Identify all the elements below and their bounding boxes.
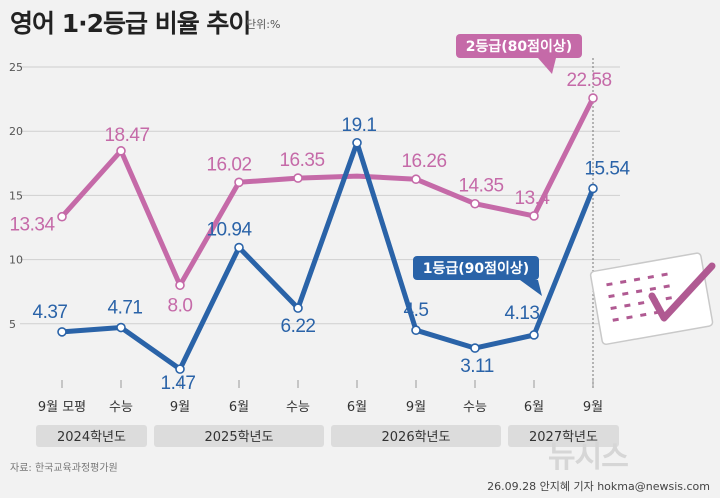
checklist-illustration [589, 252, 716, 345]
data-label: 4.13 [505, 303, 540, 324]
data-label: 16.26 [401, 151, 446, 172]
source-note: 자료: 한국교육과정평가원 [10, 463, 118, 474]
data-point [529, 211, 539, 221]
legend-tag-pointer [538, 58, 556, 74]
data-point [234, 177, 244, 188]
y-tick-label: 25 [9, 61, 23, 74]
data-point [529, 330, 539, 340]
legend-grade1: 1등급(90점이상) [413, 256, 542, 296]
data-point [293, 303, 303, 313]
data-label: 13.4 [515, 188, 551, 209]
year-label: 2027학년도 [529, 430, 598, 445]
data-point [57, 327, 67, 337]
year-band [36, 425, 147, 447]
data-point [116, 322, 126, 333]
x-tick-label: 수능 [109, 400, 133, 415]
legend-tag-bg [456, 34, 582, 58]
data-label: 19.1 [342, 115, 377, 136]
legend-tag-bg [413, 256, 539, 280]
year-label: 2026학년도 [382, 430, 451, 445]
chart-title: 영어 1·2등급 비율 추이 [10, 9, 251, 38]
x-tick-label: 수능 [463, 400, 487, 415]
data-label: 13.34 [9, 215, 55, 236]
grade1-line [59, 140, 596, 372]
y-tick-label: 5 [9, 318, 16, 331]
data-point [293, 173, 303, 183]
data-point [234, 242, 244, 253]
data-point [411, 174, 421, 185]
data-point [470, 198, 480, 209]
data-label: 4.37 [33, 302, 68, 323]
data-point [175, 364, 185, 374]
year-label: 2025학년도 [205, 430, 274, 445]
data-point [352, 137, 362, 148]
legend-tag-label: 2등급(80점이상) [466, 38, 572, 55]
newsis-watermark: 뉴시스 [548, 440, 629, 475]
data-label: 4.71 [108, 298, 143, 319]
x-tick-label: 6월 [229, 400, 249, 415]
data-label: 10.94 [206, 220, 252, 241]
credit-line: 26.09.28 안지혜 기자 hokma@newsis.com [487, 480, 710, 493]
x-tick-label: 6월 [524, 400, 544, 415]
x-tick-label: 9월 [170, 400, 190, 415]
data-point [470, 343, 480, 353]
data-point [57, 211, 67, 222]
x-tick-label: 9월 모평 [38, 400, 86, 415]
grade2-line [59, 95, 596, 288]
data-point [175, 280, 185, 291]
data-point [588, 93, 598, 103]
data-point [588, 183, 598, 194]
data-label: 6.22 [281, 316, 316, 337]
year-band [331, 425, 501, 447]
x-tick-label: 6월 [347, 400, 367, 415]
year-band [508, 425, 619, 447]
data-point [411, 325, 421, 336]
data-label: 3.11 [460, 356, 494, 377]
data-label: 16.35 [279, 150, 324, 171]
data-label: 15.54 [584, 158, 630, 179]
data-label: 18.47 [104, 125, 149, 146]
x-tick-label: 수능 [286, 400, 310, 415]
data-label: 4.5 [404, 300, 429, 321]
legend-tag-pointer [520, 280, 542, 296]
y-tick-label: 15 [9, 189, 23, 202]
data-label: 22.58 [566, 70, 611, 91]
legend-grade2: 2등급(80점이상) [456, 34, 582, 74]
y-tick-label: 20 [9, 125, 23, 138]
year-band [154, 425, 324, 447]
data-point [116, 146, 126, 156]
data-label: 1.47 [161, 373, 196, 394]
x-tick-label: 9월 [583, 400, 603, 415]
unit-label: 단위:% [246, 18, 281, 31]
y-tick-label: 10 [9, 254, 23, 267]
data-label: 14.35 [458, 176, 503, 197]
data-label: 8.0 [168, 295, 193, 316]
data-label: 16.02 [206, 154, 251, 175]
legend-tag-label: 1등급(90점이상) [423, 260, 529, 277]
year-label: 2024학년도 [57, 430, 126, 445]
x-tick-label: 9월 [406, 400, 426, 415]
